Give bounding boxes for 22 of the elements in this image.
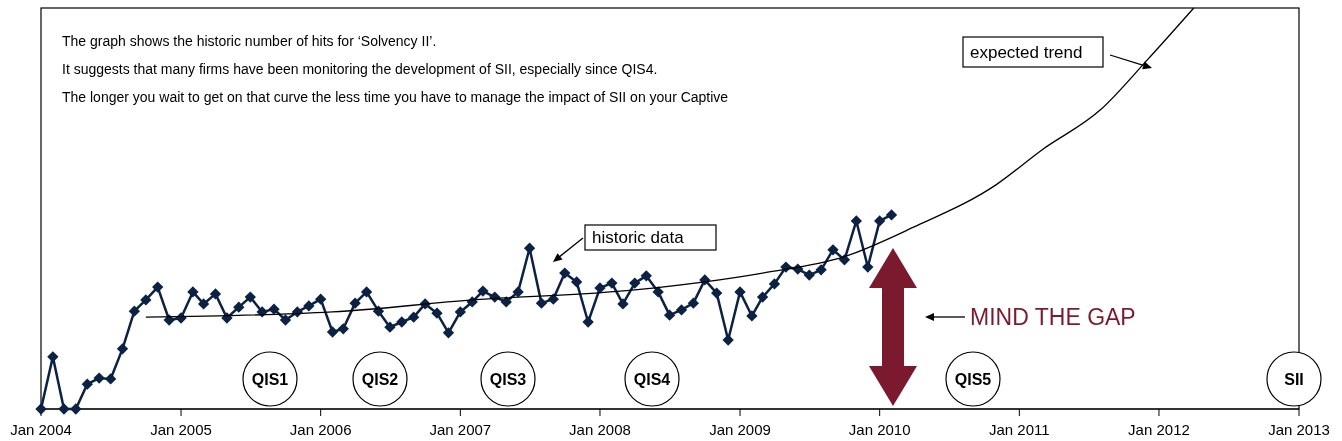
annotation: historic data	[592, 228, 685, 247]
annotation: expected trend	[970, 43, 1083, 62]
annotation: QIS1	[251, 371, 289, 388]
annotation: QIS3	[489, 371, 527, 388]
x-tick-label: Jan 2008	[569, 421, 631, 438]
x-tick-label: Jan 2013	[1268, 421, 1330, 438]
x-tick-label: Jan 2005	[150, 421, 212, 438]
x-tick-label: Jan 2007	[429, 421, 492, 438]
x-tick-label: Jan 2010	[848, 421, 911, 438]
annotation: The longer you wait to get on that curve the less time you have to manage the impact of SII on your Captive	[62, 89, 729, 105]
x-tick-label: Jan 2006	[289, 421, 352, 438]
x-tick-label: Jan 2004	[10, 421, 72, 438]
x-tick-label: Jan 2012	[1128, 421, 1190, 438]
annotation: SII	[1284, 371, 1304, 388]
x-tick-label: Jan 2009	[709, 421, 771, 438]
annotation: QIS4	[633, 371, 671, 388]
annotation: MIND THE GAP	[970, 304, 1136, 330]
x-tick-label: Jan 2011	[989, 421, 1050, 438]
annotation: It suggests that many firms have been monitoring the development of SII, especially since QIS4.	[62, 61, 658, 77]
annotation: QIS2	[361, 371, 399, 388]
annotation: The graph shows the historic number of hits for ‘Solvency II’.	[62, 33, 437, 49]
annotation: QIS5	[954, 371, 992, 388]
